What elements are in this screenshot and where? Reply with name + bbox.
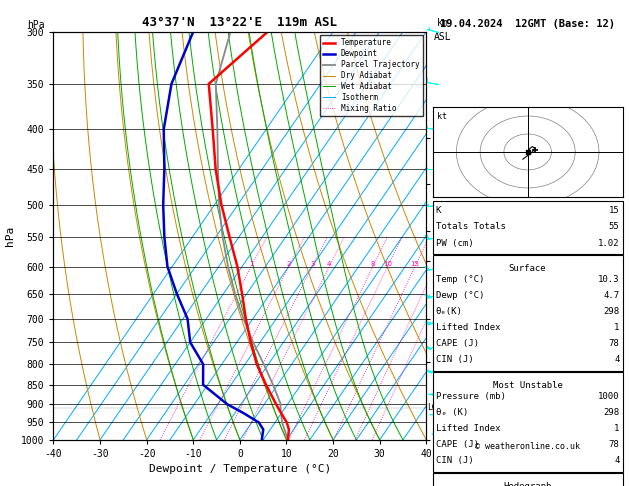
Text: Dewp (°C): Dewp (°C) — [436, 291, 484, 300]
Text: 78: 78 — [609, 339, 620, 348]
Text: Pressure (mb): Pressure (mb) — [436, 392, 506, 401]
Text: CIN (J): CIN (J) — [436, 355, 474, 364]
Text: 78: 78 — [609, 440, 620, 449]
Text: kt: kt — [437, 112, 447, 122]
Text: PW (cm): PW (cm) — [436, 239, 474, 247]
Text: Most Unstable: Most Unstable — [493, 381, 562, 390]
Legend: Temperature, Dewpoint, Parcel Trajectory, Dry Adiabat, Wet Adiabat, Isotherm, Mi: Temperature, Dewpoint, Parcel Trajectory… — [320, 35, 423, 116]
Text: 15: 15 — [411, 260, 420, 267]
Text: LCL: LCL — [427, 403, 442, 412]
Text: © weatheronline.co.uk: © weatheronline.co.uk — [475, 442, 580, 451]
Y-axis label: hPa: hPa — [6, 226, 15, 246]
Text: Surface: Surface — [509, 264, 547, 273]
Text: 15: 15 — [609, 207, 620, 215]
Text: hPa: hPa — [28, 19, 45, 30]
Text: θₑ(K): θₑ(K) — [436, 307, 463, 316]
Text: Temp (°C): Temp (°C) — [436, 275, 484, 284]
Text: Hodograph: Hodograph — [503, 482, 552, 486]
Text: km: km — [437, 17, 449, 28]
Text: CAPE (J): CAPE (J) — [436, 440, 479, 449]
Title: 43°37'N  13°22'E  119m ASL: 43°37'N 13°22'E 119m ASL — [142, 16, 337, 29]
Text: 2: 2 — [287, 260, 291, 267]
Text: 1.02: 1.02 — [598, 239, 620, 247]
Text: 10.3: 10.3 — [598, 275, 620, 284]
Text: CIN (J): CIN (J) — [436, 456, 474, 465]
Text: Lifted Index: Lifted Index — [436, 424, 500, 433]
Text: 1000: 1000 — [598, 392, 620, 401]
Text: 10: 10 — [383, 260, 392, 267]
Text: 4.7: 4.7 — [603, 291, 620, 300]
Text: K: K — [436, 207, 441, 215]
Text: 3: 3 — [310, 260, 314, 267]
Text: 19.04.2024  12GMT (Base: 12): 19.04.2024 12GMT (Base: 12) — [440, 19, 615, 29]
Text: CAPE (J): CAPE (J) — [436, 339, 479, 348]
Text: 4: 4 — [614, 355, 620, 364]
Text: 4: 4 — [614, 456, 620, 465]
Text: θₑ (K): θₑ (K) — [436, 408, 468, 417]
Text: 1: 1 — [249, 260, 253, 267]
Text: 298: 298 — [603, 408, 620, 417]
Text: 8: 8 — [370, 260, 375, 267]
Text: 4: 4 — [327, 260, 331, 267]
Text: 1: 1 — [614, 424, 620, 433]
Text: 55: 55 — [609, 223, 620, 231]
Text: 298: 298 — [603, 307, 620, 316]
Text: Totals Totals: Totals Totals — [436, 223, 506, 231]
X-axis label: Dewpoint / Temperature (°C): Dewpoint / Temperature (°C) — [149, 465, 331, 474]
Text: Lifted Index: Lifted Index — [436, 323, 500, 332]
Text: 1: 1 — [614, 323, 620, 332]
Text: ASL: ASL — [434, 32, 452, 42]
